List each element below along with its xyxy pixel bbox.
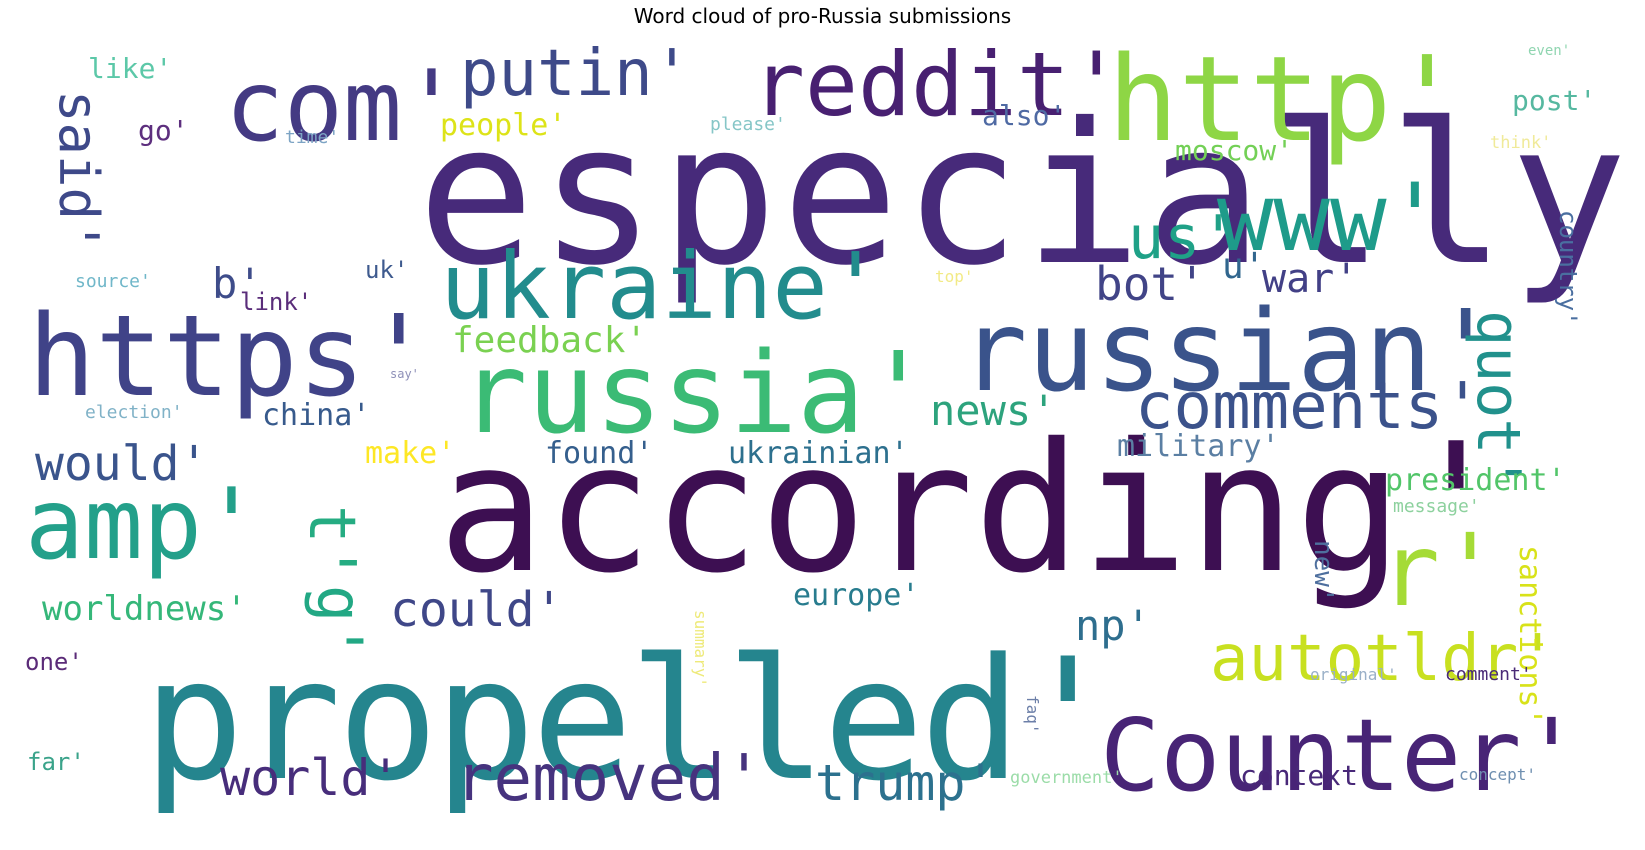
cloud-word: worldnews': [42, 589, 247, 629]
cloud-word: quot': [1463, 310, 1533, 491]
cloud-word: comments': [1135, 370, 1482, 444]
cloud-word: say': [390, 367, 419, 381]
cloud-word: g': [303, 585, 376, 660]
cloud-word: removed': [455, 742, 763, 816]
cloud-word: ukrainian': [728, 436, 909, 471]
cloud-word: source': [75, 271, 151, 292]
cloud-word: trump': [815, 754, 996, 812]
cloud-word: amp': [25, 468, 261, 582]
cloud-word: ukraine': [440, 233, 883, 340]
cloud-word: np': [1075, 601, 1151, 650]
cloud-word: comment': [1445, 664, 1532, 685]
cloud-word: faq': [1023, 695, 1042, 734]
cloud-word: make': [365, 436, 455, 471]
cloud-word: context': [1240, 759, 1375, 792]
cloud-word: one': [25, 648, 83, 676]
cloud-word: according': [438, 405, 1510, 612]
cloud-word: could': [390, 582, 563, 638]
cloud-word: moscow': [1175, 134, 1293, 167]
cloud-word: new': [1308, 540, 1338, 603]
cloud-word: even': [1528, 43, 1570, 59]
cloud-word: far': [27, 748, 85, 776]
cloud-word: post': [1512, 84, 1596, 117]
cloud-word: http': [1107, 30, 1462, 168]
cloud-word: uk': [365, 256, 408, 284]
cloud-word: russian': [960, 287, 1499, 417]
cloud-word: military': [1117, 429, 1280, 464]
cloud-word: especially': [417, 81, 1645, 308]
cloud-word: concept': [1459, 765, 1536, 784]
cloud-word: said': [47, 90, 110, 253]
cloud-word: president': [1385, 463, 1566, 498]
cloud-word: news': [930, 386, 1056, 435]
cloud-word: us': [1128, 203, 1236, 273]
cloud-word: www': [1217, 164, 1443, 273]
cloud-word: people': [440, 108, 566, 143]
cloud-word: reddit': [752, 33, 1123, 136]
figure-title: Word cloud of pro-Russia submissions: [633, 4, 1012, 28]
cloud-word: china': [262, 398, 370, 433]
cloud-word: putin': [460, 37, 691, 111]
cloud-word: go': [138, 114, 189, 147]
cloud-word: time': [285, 127, 339, 148]
cloud-word: think': [1490, 133, 1551, 153]
cloud-word: feedback': [452, 320, 647, 361]
cloud-word: like': [88, 52, 172, 85]
cloud-word: found': [545, 436, 653, 471]
cloud-word: summary': [691, 610, 710, 687]
cloud-word: t': [294, 505, 368, 582]
cloud-word: com': [225, 50, 461, 164]
cloud-word: russia': [460, 329, 932, 459]
cloud-word: also': [982, 99, 1066, 132]
cloud-word: government': [1010, 768, 1123, 788]
cloud-word: https': [28, 292, 433, 422]
cloud-word: Counter': [1100, 697, 1582, 814]
cloud-word: sanctions': [1512, 545, 1547, 726]
cloud-word: u': [1222, 246, 1265, 287]
cloud-word: message': [1393, 496, 1480, 517]
cloud-word: propelled': [143, 622, 1114, 818]
cloud-word: would': [35, 436, 208, 492]
cloud-word: war': [1262, 256, 1358, 302]
cloud-word: please': [710, 114, 786, 135]
cloud-word: top': [935, 267, 974, 286]
cloud-word: r': [1380, 512, 1500, 629]
cloud-word: link': [240, 288, 312, 316]
cloud-word: country': [1554, 210, 1582, 326]
cloud-word: bot': [1095, 257, 1206, 311]
cloud-word: b': [212, 259, 263, 308]
cloud-word: europe': [793, 578, 919, 613]
cloud-word: election': [85, 402, 183, 423]
cloud-word: autotldr': [1210, 622, 1557, 696]
cloud-word: original': [1310, 665, 1397, 684]
cloud-word: world': [220, 749, 401, 807]
